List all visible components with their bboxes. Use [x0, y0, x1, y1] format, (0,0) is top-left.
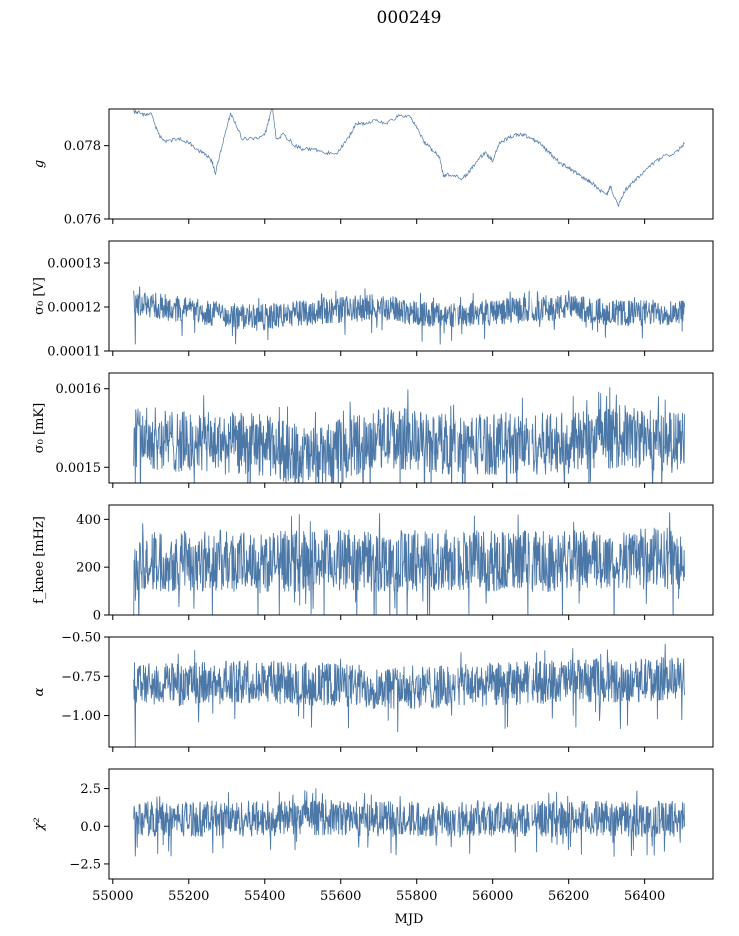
y-tick-label: 0.0016 [56, 382, 102, 397]
data-gap [455, 506, 458, 614]
x-tick-label: 55800 [396, 889, 437, 904]
y-axis-label: σ₀ [mK] [32, 403, 47, 453]
y-axis-label: σ₀ [V] [32, 277, 47, 315]
data-gap [455, 770, 458, 878]
series-line [133, 788, 685, 857]
x-tick-label: 55400 [244, 889, 285, 904]
series-line [133, 286, 685, 345]
x-tick-label: 55600 [320, 889, 361, 904]
y-tick-label: 200 [76, 561, 101, 576]
plot-frame [108, 504, 714, 616]
series-line [133, 387, 685, 483]
y-axis-label: α [32, 687, 47, 696]
x-tick-label: 56000 [472, 889, 513, 904]
x-tick-label: 55200 [168, 889, 209, 904]
data-gap [529, 374, 532, 482]
data-gap [455, 374, 458, 482]
plot-frame [108, 240, 714, 352]
y-tick-label: 0.0 [80, 820, 101, 835]
y-axis-label: χ² [32, 817, 47, 831]
x-tick-label: 55000 [92, 889, 133, 904]
y-axis-label: g [32, 160, 47, 168]
plot-frame [108, 108, 714, 220]
y-tick-label: −1.00 [61, 709, 101, 724]
y-tick-label: 0.0015 [56, 461, 102, 476]
y-tick-label: 0.00012 [47, 301, 101, 316]
plot-frame [108, 768, 714, 880]
panel-1: 0.076 0.078 g [32, 108, 714, 228]
panel-3: 0.0015 0.0016 σ₀ [mK] [32, 372, 714, 488]
data-gap [455, 638, 458, 746]
y-tick-label: 0.076 [64, 213, 101, 228]
y-axis-label: f_knee [mHz] [32, 516, 47, 604]
y-tick-label: 0 [93, 609, 101, 624]
y-tick-label: 0.00011 [47, 345, 101, 360]
y-tick-label: 0.078 [64, 139, 101, 154]
panel-6: 2.5 0.0 −2.5 55000 55200 55400 55600 55800 56000… [32, 768, 714, 904]
y-tick-label: −0.75 [61, 670, 101, 685]
figure-title: 000249 [377, 8, 442, 28]
x-tick-label: 56200 [548, 889, 589, 904]
y-tick-label: 0.00013 [47, 257, 101, 272]
y-tick-label: 400 [76, 513, 101, 528]
data-gap [529, 770, 532, 878]
data-gap [529, 506, 532, 614]
data-gap [455, 242, 458, 350]
panel-5: −0.50 −0.75 −1.00 α [32, 631, 714, 752]
y-tick-label: 2.5 [80, 782, 101, 797]
series-line [133, 109, 685, 208]
data-gap [529, 638, 532, 746]
data-gap [529, 242, 532, 350]
panel-4: 0 200 400 f_knee [mHz] [32, 504, 714, 624]
y-tick-label: −0.50 [61, 631, 101, 646]
plot-frame [108, 372, 714, 484]
series-line [133, 643, 685, 747]
y-tick-label: −2.5 [69, 857, 101, 872]
series-line [133, 512, 685, 615]
x-axis-label: MJD [395, 912, 424, 927]
x-tick-label: 56400 [624, 889, 665, 904]
plot-frame [108, 636, 714, 748]
